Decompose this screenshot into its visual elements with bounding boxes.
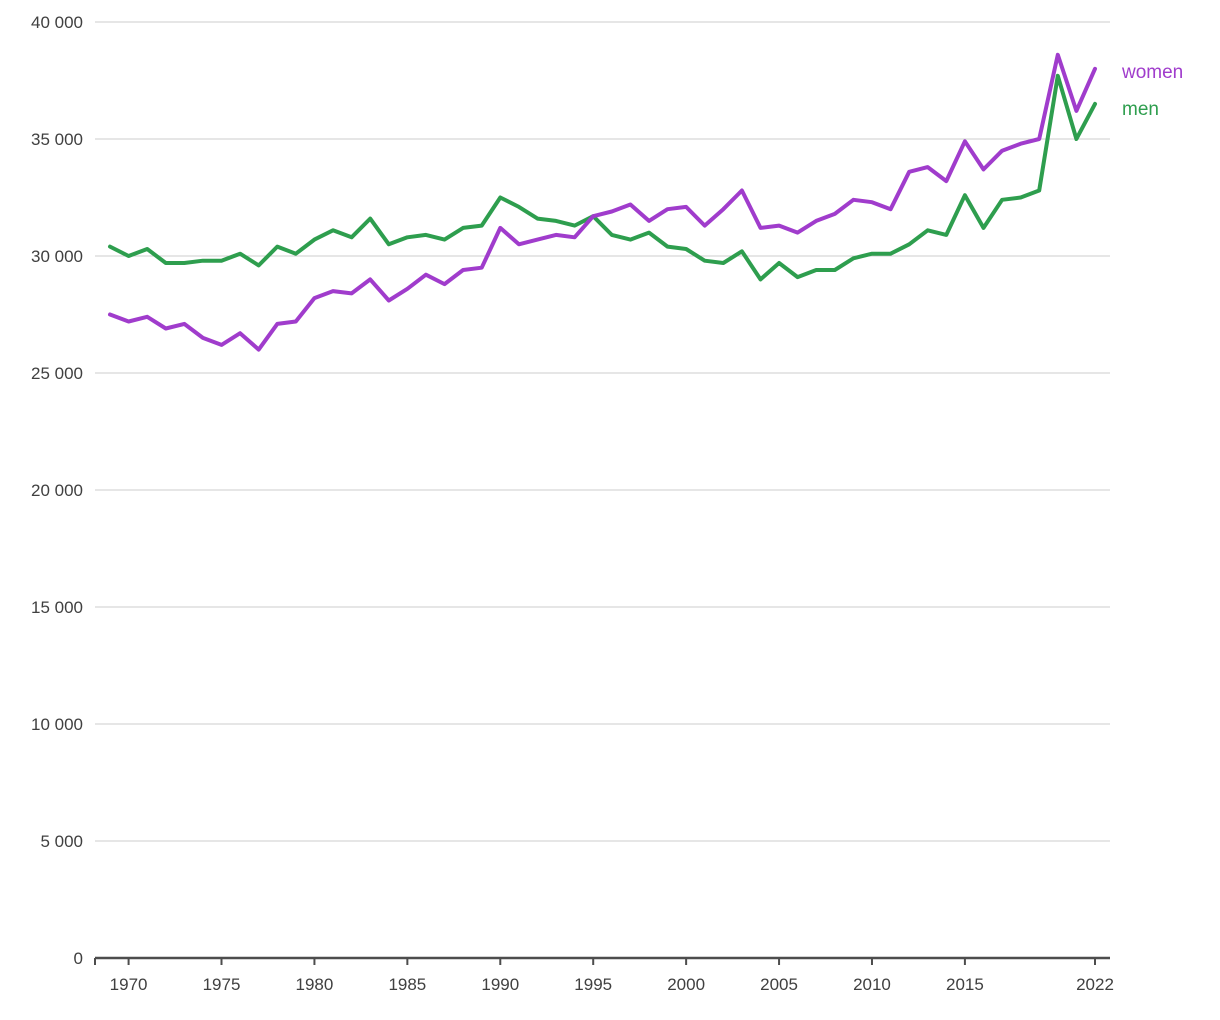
series-line-men: [108, 73, 1097, 282]
x-tick-label: 1995: [574, 975, 612, 994]
legend-label-men: men: [1122, 99, 1159, 120]
x-tick-label: 2005: [760, 975, 798, 994]
y-tick-label: 10 000: [31, 715, 83, 734]
y-tick-label: 40 000: [31, 13, 83, 32]
x-tick-label: 1975: [203, 975, 241, 994]
x-tick-label: 2015: [946, 975, 984, 994]
x-tick-label: 1990: [481, 975, 519, 994]
x-tick-label: 2022: [1076, 975, 1114, 994]
series-line-women: [108, 52, 1097, 352]
legend-label-women: women: [1122, 62, 1184, 83]
legend-item-women: women: [1122, 62, 1183, 84]
y-tick-label: 35 000: [31, 130, 83, 149]
legend-item-men: men: [1122, 99, 1159, 121]
x-tick-label: 1980: [296, 975, 334, 994]
y-tick-label: 25 000: [31, 364, 83, 383]
y-tick-label: 20 000: [31, 481, 83, 500]
y-tick-label: 0: [74, 949, 83, 968]
x-tick-label: 2000: [667, 975, 705, 994]
x-tick-label: 1985: [388, 975, 426, 994]
x-tick-label: 2010: [853, 975, 891, 994]
y-tick-label: 5 000: [40, 832, 83, 851]
y-tick-label: 15 000: [31, 598, 83, 617]
x-tick-label: 1970: [110, 975, 148, 994]
y-tick-label: 30 000: [31, 247, 83, 266]
